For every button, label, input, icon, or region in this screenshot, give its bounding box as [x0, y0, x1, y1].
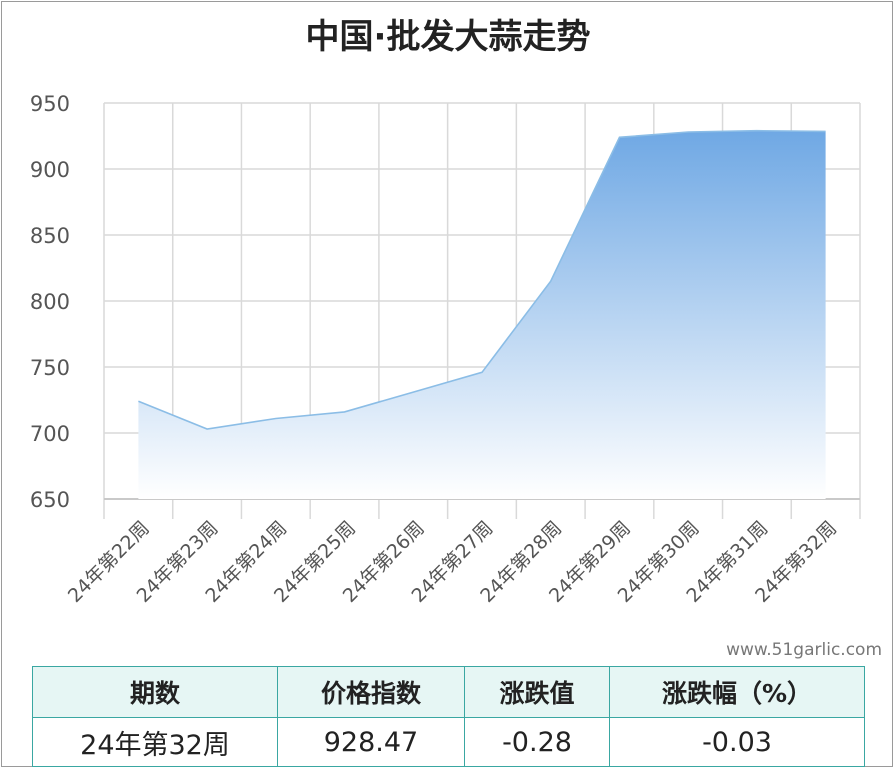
y-tick-label: 650	[30, 488, 70, 512]
y-tick-label: 850	[30, 224, 70, 248]
y-axis-ticks: 650 700 750 800 850 900 950	[30, 92, 70, 512]
header-change-percent: 涨跌幅（%）	[609, 666, 865, 718]
cell-price-index: 928.47	[277, 717, 465, 767]
header-period: 期数	[32, 666, 278, 718]
header-price-index: 价格指数	[277, 666, 465, 718]
y-tick-label: 800	[30, 290, 70, 314]
y-tick-label: 700	[30, 422, 70, 446]
y-tick-label: 750	[30, 356, 70, 380]
cell-period: 24年第32周	[32, 717, 278, 767]
table-row: 24年第32周 928.47 -0.28 -0.03	[32, 717, 865, 767]
cell-change-value: -0.28	[464, 717, 610, 767]
header-change-value: 涨跌值	[464, 666, 610, 718]
series-line	[138, 129, 826, 430]
chart-title: 中国·批发大蒜走势	[306, 17, 591, 57]
y-tick-label: 900	[30, 158, 70, 182]
cell-change-percent: -0.03	[609, 717, 865, 767]
y-tick-label: 950	[30, 92, 70, 116]
summary-table: 期数 价格指数 涨跌值 涨跌幅（%） 24年第32周 928.47 -0.28 …	[32, 666, 865, 767]
area-fill	[138, 130, 826, 499]
table-header-row: 期数 价格指数 涨跌值 涨跌幅（%）	[32, 666, 865, 718]
x-axis-ticks: 24年第22周24年第23周24年第24周24年第25周24年第26周24年第2…	[64, 517, 841, 607]
watermark: www.51garlic.com	[726, 640, 882, 660]
